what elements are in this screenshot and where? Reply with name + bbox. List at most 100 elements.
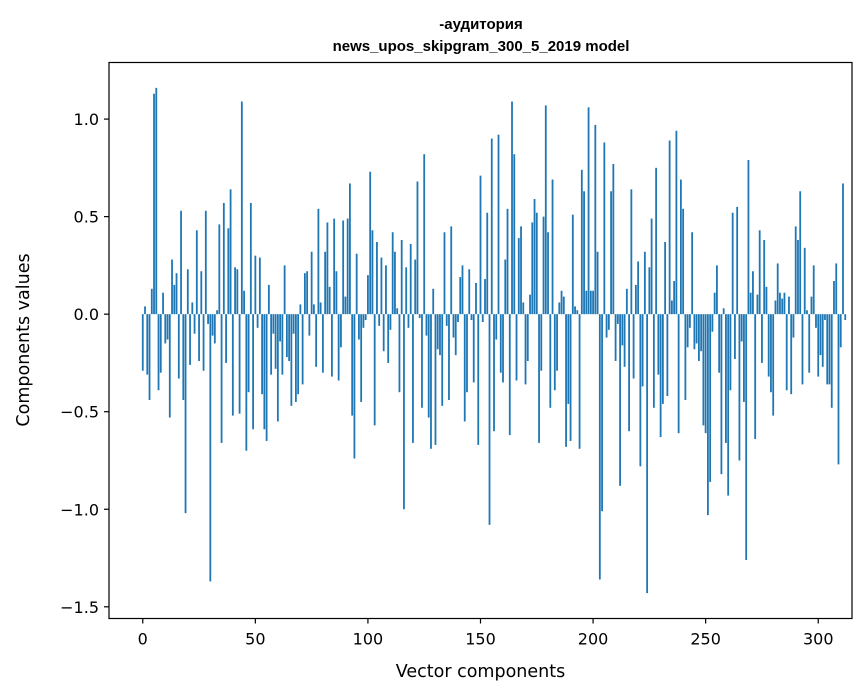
bar-305 (828, 314, 831, 385)
bar-0 (141, 314, 144, 371)
bar-269 (747, 160, 750, 315)
bar-11 (166, 314, 169, 340)
bar-25 (198, 314, 200, 361)
bar-93 (351, 314, 354, 416)
bar-230 (659, 314, 662, 438)
bar-193 (576, 310, 579, 315)
bar-119 (409, 243, 412, 315)
bar-89 (342, 220, 345, 315)
bar-308 (835, 263, 838, 315)
bar-43 (238, 314, 241, 414)
bar-287 (788, 296, 790, 315)
bar-116 (403, 314, 405, 510)
bar-254 (713, 292, 716, 315)
bar-291 (797, 240, 799, 315)
bar-206 (605, 314, 608, 338)
bar-45 (243, 290, 245, 315)
bar-158 (497, 134, 500, 315)
bar-54 (263, 314, 266, 430)
bar-228 (655, 167, 658, 315)
bar-142 (461, 265, 464, 315)
bar-67 (292, 314, 295, 334)
bar-157 (495, 314, 498, 340)
bar-223 (643, 251, 646, 315)
bar-48 (249, 202, 252, 315)
bar-288 (790, 314, 793, 395)
bar-295 (806, 310, 808, 315)
bar-208 (610, 191, 612, 315)
bar-12 (168, 314, 171, 418)
bar-113 (396, 308, 399, 315)
bar-34 (218, 224, 221, 315)
bar-130 (434, 314, 437, 445)
bar-192 (574, 306, 576, 315)
bar-62 (281, 314, 284, 375)
bar-15 (175, 273, 178, 315)
y-tick-label-1: 0.5 (74, 208, 99, 227)
bar-9 (162, 292, 164, 315)
bar-42 (236, 269, 239, 315)
bar-242 (686, 314, 689, 348)
bar-122 (416, 181, 419, 315)
bar-245 (693, 314, 696, 350)
bar-61 (279, 314, 282, 342)
bar-82 (326, 222, 329, 315)
bar-17 (180, 210, 182, 315)
bar-237 (675, 130, 678, 315)
bar-59 (274, 314, 277, 369)
bar-110 (389, 314, 392, 330)
bar-178 (542, 216, 545, 315)
bar-60 (276, 314, 279, 422)
bar-280 (772, 314, 775, 416)
bar-265 (738, 314, 741, 461)
bar-136 (448, 314, 450, 400)
x-tick-label-100: 100 (353, 630, 384, 649)
bar-262 (731, 212, 734, 315)
bar-182 (551, 179, 554, 315)
bar-80 (321, 314, 324, 373)
bar-207 (607, 314, 610, 330)
bar-146 (470, 314, 473, 321)
bar-18 (182, 314, 185, 400)
bar-125 (423, 154, 426, 315)
bar-213 (621, 314, 624, 346)
bar-74 (308, 314, 311, 336)
bar-170 (524, 314, 527, 385)
bar-227 (652, 314, 655, 408)
x-axis-label: Vector components (396, 662, 565, 682)
bar-214 (623, 314, 626, 367)
bar-102 (371, 230, 374, 315)
bar-118 (407, 314, 410, 328)
bar-72 (303, 273, 306, 315)
bar-95 (355, 253, 358, 315)
bar-278 (767, 314, 770, 377)
bar-203 (598, 314, 601, 580)
bar-194 (578, 314, 581, 449)
chart-title-line2: news_upos_skipgram_300_5_2019 model (333, 38, 630, 55)
x-axis-ticks: 0 50 100 150 200 250 300 (138, 618, 834, 649)
bar-306 (830, 314, 833, 408)
bar-53 (261, 314, 263, 395)
bar-205 (603, 142, 606, 315)
bar-84 (331, 314, 333, 377)
bar-212 (619, 314, 621, 486)
bar-10 (164, 314, 167, 344)
bar-149 (477, 314, 480, 445)
bar-270 (749, 292, 752, 315)
bar-300 (817, 314, 820, 377)
bar-31 (211, 314, 214, 336)
bar-65 (288, 314, 291, 361)
bar-33 (216, 310, 218, 315)
bar-83 (328, 286, 331, 315)
bar-159 (499, 314, 502, 373)
bar-304 (826, 314, 829, 385)
bar-219 (634, 284, 637, 315)
bar-226 (650, 218, 653, 315)
bar-108 (385, 265, 387, 315)
chart-title-line1: -аудитория (439, 16, 523, 33)
bar-309 (837, 314, 840, 465)
bar-26 (200, 271, 203, 315)
bar-50 (254, 255, 257, 315)
bar-104 (376, 241, 378, 315)
